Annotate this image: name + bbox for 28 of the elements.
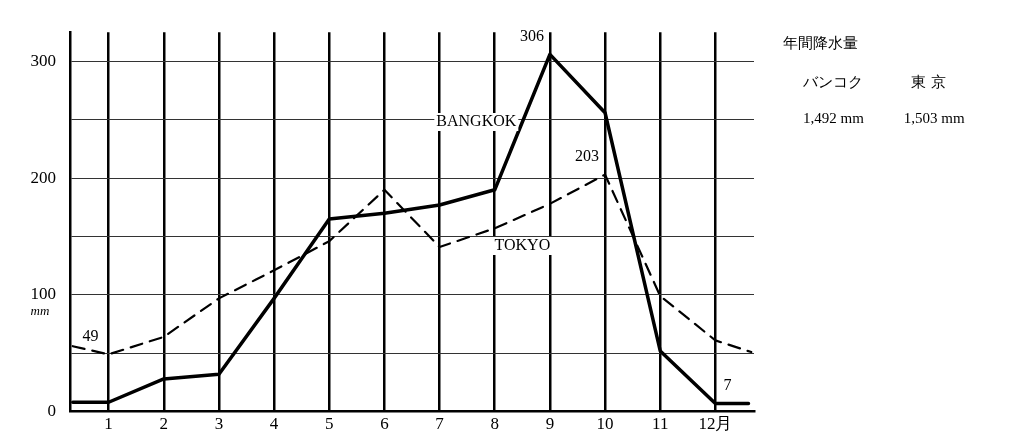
- series-label: BANGKOK: [436, 112, 517, 130]
- annotation: 203: [575, 146, 600, 164]
- text: 年間降水量: [783, 34, 859, 53]
- y-tick-label: 0: [47, 401, 56, 421]
- x-tick-label: 9: [545, 414, 555, 434]
- text: 1,492 mm: [803, 110, 864, 127]
- annotation: 306: [519, 26, 544, 44]
- x-tick-label: 7: [435, 414, 445, 434]
- x-tick-label: 1: [104, 414, 113, 434]
- text: 1,503 mm: [903, 110, 965, 127]
- x-tick-label: 6: [380, 414, 389, 434]
- x-tick-label: 4: [269, 414, 279, 434]
- y-axis-title: mm: [30, 302, 50, 318]
- annotation: 49: [82, 326, 99, 344]
- y-tick-label: 300: [30, 50, 56, 70]
- x-tick-label: 11: [652, 414, 669, 434]
- x-tick-label: 12月: [698, 414, 733, 434]
- y-tick-label: 200: [30, 167, 56, 187]
- y-tick-label: 100: [30, 284, 56, 304]
- x-tick-label: 3: [214, 414, 224, 434]
- x-tick-label: 5: [325, 414, 334, 434]
- annotation: 7: [723, 375, 732, 393]
- text: 東 京: [911, 73, 946, 92]
- x-tick-label: 10: [596, 414, 614, 434]
- series-label: TOKYO: [494, 236, 551, 254]
- x-tick-label: 2: [159, 414, 169, 434]
- x-tick-label: 8: [490, 414, 499, 434]
- text: バンコク: [803, 73, 863, 92]
